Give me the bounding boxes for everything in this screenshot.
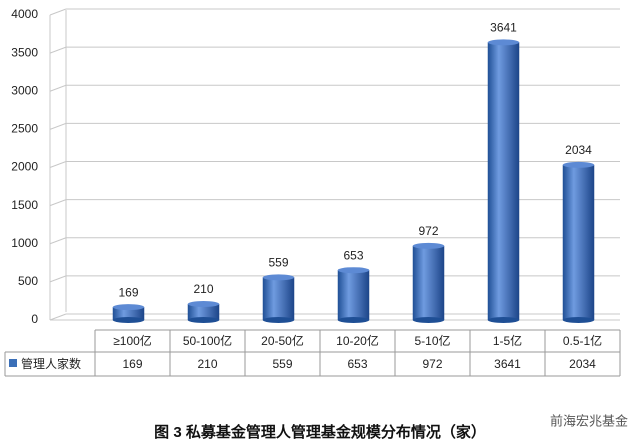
- bar: [112, 307, 145, 320]
- bar-cap: [487, 39, 520, 46]
- grid-line-depth: [49, 46, 67, 54]
- y-tick-label: 2000: [11, 160, 38, 174]
- data-label: 169: [118, 285, 138, 299]
- data-label: 210: [193, 282, 213, 296]
- bar-cap: [112, 304, 145, 311]
- bar: [412, 245, 445, 320]
- table-value: 210: [197, 357, 217, 371]
- grid-line-depth: [49, 161, 67, 168]
- y-tick-label: 1000: [11, 236, 38, 250]
- x-tick-label: 5-10亿: [414, 333, 450, 348]
- chart-title: 图 3 私募基金管理人管理基金规模分布情况（家）: [154, 423, 486, 441]
- x-tick-label: ≥100亿: [113, 333, 152, 348]
- table-value: 3641: [494, 357, 521, 371]
- data-label: 2034: [565, 143, 592, 157]
- table-value: 2034: [569, 357, 596, 371]
- y-tick-label: 3500: [11, 45, 38, 59]
- y-tick-label: 1500: [11, 198, 38, 212]
- bar-cap: [412, 242, 445, 249]
- x-tick-label: 50-100亿: [183, 333, 232, 348]
- bar: [187, 303, 220, 320]
- grid-line-depth: [49, 313, 67, 321]
- grid-line-depth: [49, 84, 67, 92]
- y-tick-label: 500: [18, 274, 38, 288]
- y-tick-label: 2500: [11, 122, 38, 136]
- data-label: 559: [268, 256, 288, 270]
- table-value: 972: [422, 357, 442, 371]
- table-value: 559: [272, 357, 292, 371]
- bar-cap: [262, 274, 295, 281]
- table-value: 169: [122, 357, 142, 371]
- x-tick-label: 0.5-1亿: [563, 333, 602, 348]
- legend-swatch: [9, 359, 17, 367]
- bar-base: [487, 317, 520, 323]
- y-tick-label: 0: [31, 312, 38, 326]
- bar: [337, 270, 370, 320]
- grid-line-depth: [49, 8, 67, 16]
- grid-line-depth: [49, 122, 67, 130]
- x-tick-label: 1-5亿: [493, 333, 522, 348]
- bar-cap: [337, 267, 370, 274]
- bar-base: [412, 317, 445, 323]
- bar: [262, 277, 295, 320]
- bar: [487, 42, 520, 320]
- table-value: 653: [347, 357, 367, 371]
- bar-base: [187, 317, 220, 323]
- bar-base: [112, 317, 145, 323]
- data-label: 972: [418, 224, 438, 238]
- y-tick-label: 4000: [11, 7, 38, 21]
- watermark: 前海宏兆基金: [550, 413, 628, 428]
- bar-cap: [187, 300, 220, 307]
- grid-line-depth: [49, 199, 67, 207]
- bar-base: [562, 317, 595, 323]
- data-label: 3641: [490, 21, 517, 35]
- grid-line-depth: [49, 237, 67, 245]
- bar-cap: [562, 161, 595, 168]
- grid-line-depth: [49, 275, 67, 283]
- x-tick-label: 10-20亿: [336, 333, 379, 348]
- data-label: 653: [343, 248, 363, 262]
- bar: [562, 164, 595, 320]
- bar-base: [262, 317, 295, 323]
- x-tick-label: 20-50亿: [261, 333, 304, 348]
- y-tick-label: 3000: [11, 83, 38, 97]
- legend-label: 管理人家数: [21, 356, 81, 371]
- bar-base: [337, 317, 370, 323]
